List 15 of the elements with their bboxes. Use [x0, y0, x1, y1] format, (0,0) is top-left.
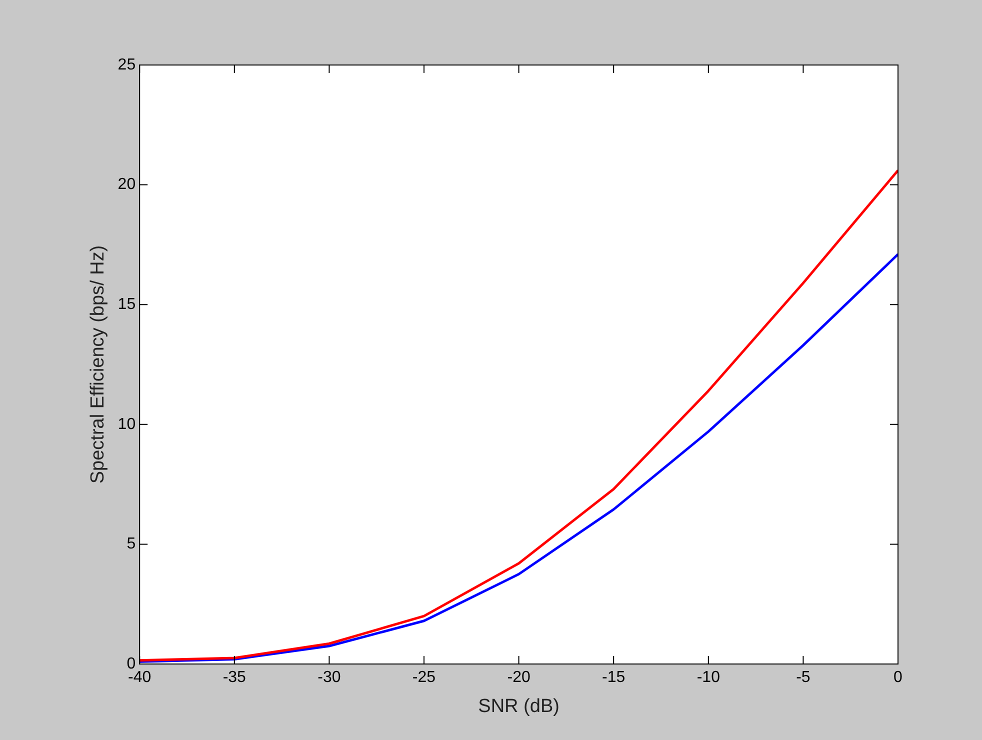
x-tick-label: 0: [894, 669, 903, 686]
y-tick-label: 5: [126, 536, 136, 553]
y-tick-label: 20: [118, 176, 136, 194]
x-tick-label: -35: [222, 669, 246, 686]
x-axis-title: SNR (dB): [478, 696, 560, 717]
y-tick-label: 15: [118, 296, 136, 314]
x-tick-label: -20: [507, 669, 530, 686]
x-tick-label: -5: [796, 669, 810, 686]
x-tick-label: -25: [412, 669, 436, 686]
x-tick-label: -30: [318, 669, 341, 686]
y-tick-label: 25: [118, 56, 136, 74]
y-tick-label: 10: [118, 416, 136, 433]
x-tick-label: -15: [602, 669, 626, 686]
x-tick-label: -10: [696, 669, 720, 686]
y-axis-title: Spectral Efficiency (bps/ Hz): [88, 245, 109, 484]
